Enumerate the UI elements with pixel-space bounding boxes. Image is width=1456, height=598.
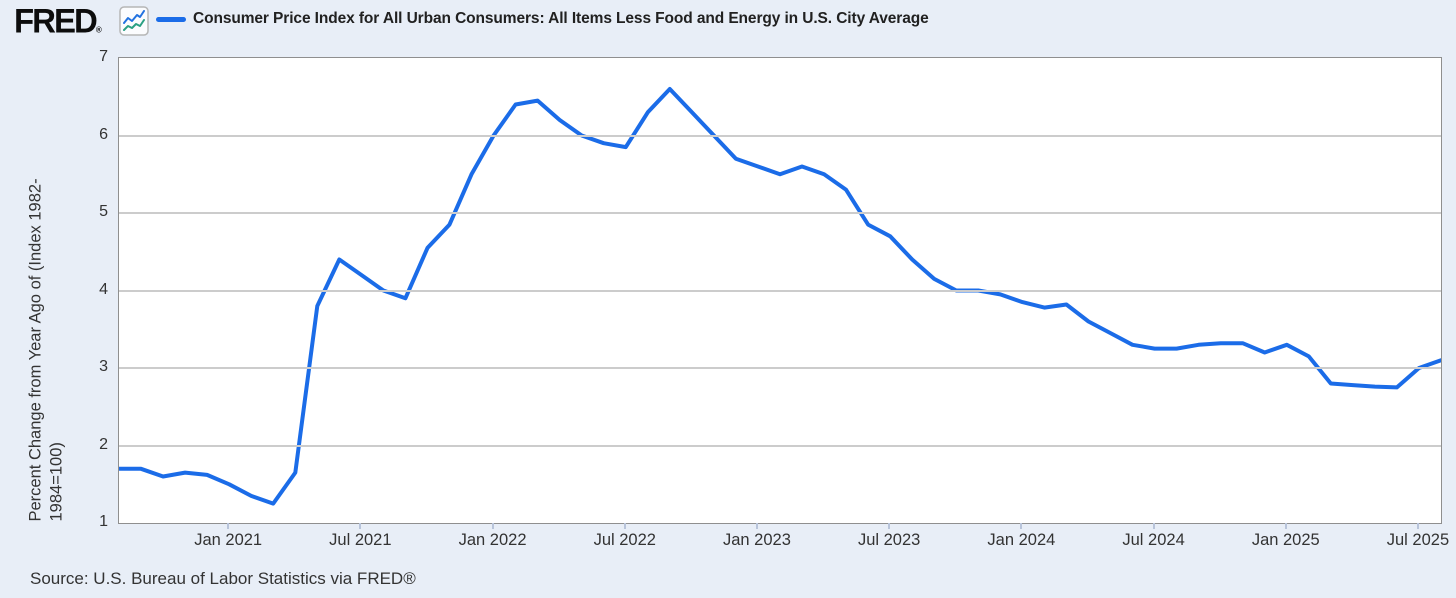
y-tick-label-4: 4 <box>99 280 108 298</box>
x-tick-mark-9 <box>1416 523 1419 529</box>
chart-header: FRED® Consumer Price Index for All Urban… <box>0 0 1456 46</box>
source-attribution: Source: U.S. Bureau of Labor Statistics … <box>30 569 416 588</box>
x-tick-mark-3 <box>623 523 626 529</box>
y-tick-label-3: 3 <box>99 358 108 375</box>
x-tick-label-0: Jan 2021 <box>194 531 263 549</box>
x-tick-label-1: Jul 2021 <box>329 531 392 549</box>
data-line-svg <box>119 87 1441 506</box>
y-tick-label-1: 1 <box>99 513 108 530</box>
x-tick-mark-8 <box>1284 523 1287 529</box>
x-tick-mark-5 <box>888 523 891 529</box>
x-tick-label-4: Jan 2023 <box>723 531 791 549</box>
x-tick-label-2: Jan 2022 <box>458 531 527 549</box>
fred-logo: FRED® <box>14 1 102 41</box>
y-tick-label-6: 6 <box>99 125 108 143</box>
gridline-y-6 <box>119 134 1441 137</box>
x-tick-mark-4 <box>755 523 758 529</box>
x-tick-label-9: Jul 2025 <box>1386 531 1450 549</box>
fred-chart-icon <box>119 6 149 36</box>
gridline-y-5 <box>119 212 1441 214</box>
registered-trademark: ® <box>95 25 102 35</box>
x-tick-mark-7 <box>1152 523 1155 529</box>
x-tick-mark-1 <box>359 523 362 529</box>
x-tick-label-5: Jul 2023 <box>857 531 921 549</box>
gridline-y-3 <box>119 367 1441 369</box>
plot-area <box>118 57 1442 524</box>
x-tick-label-3: Jul 2022 <box>593 531 656 549</box>
x-tick-label-8: Jan 2025 <box>1251 531 1320 549</box>
gridline-y-4 <box>119 289 1441 292</box>
y-tick-label-7: 7 <box>99 48 108 65</box>
y-tick-label-2: 2 <box>99 435 108 453</box>
cpi-data-line <box>119 87 1441 506</box>
fred-logo-text: FRED <box>14 1 98 40</box>
x-tick-mark-2 <box>491 523 494 529</box>
series-legend-swatch <box>156 17 186 22</box>
x-tick-label-7: Jul 2024 <box>1122 531 1185 549</box>
x-tick-label-6: Jan 2024 <box>987 531 1056 549</box>
x-tick-mark-0 <box>227 523 230 529</box>
chart-title: Consumer Price Index for All Urban Consu… <box>193 10 929 27</box>
x-tick-mark-6 <box>1020 523 1023 529</box>
y-tick-label-5: 5 <box>99 203 108 220</box>
gridline-y-2 <box>119 444 1441 447</box>
